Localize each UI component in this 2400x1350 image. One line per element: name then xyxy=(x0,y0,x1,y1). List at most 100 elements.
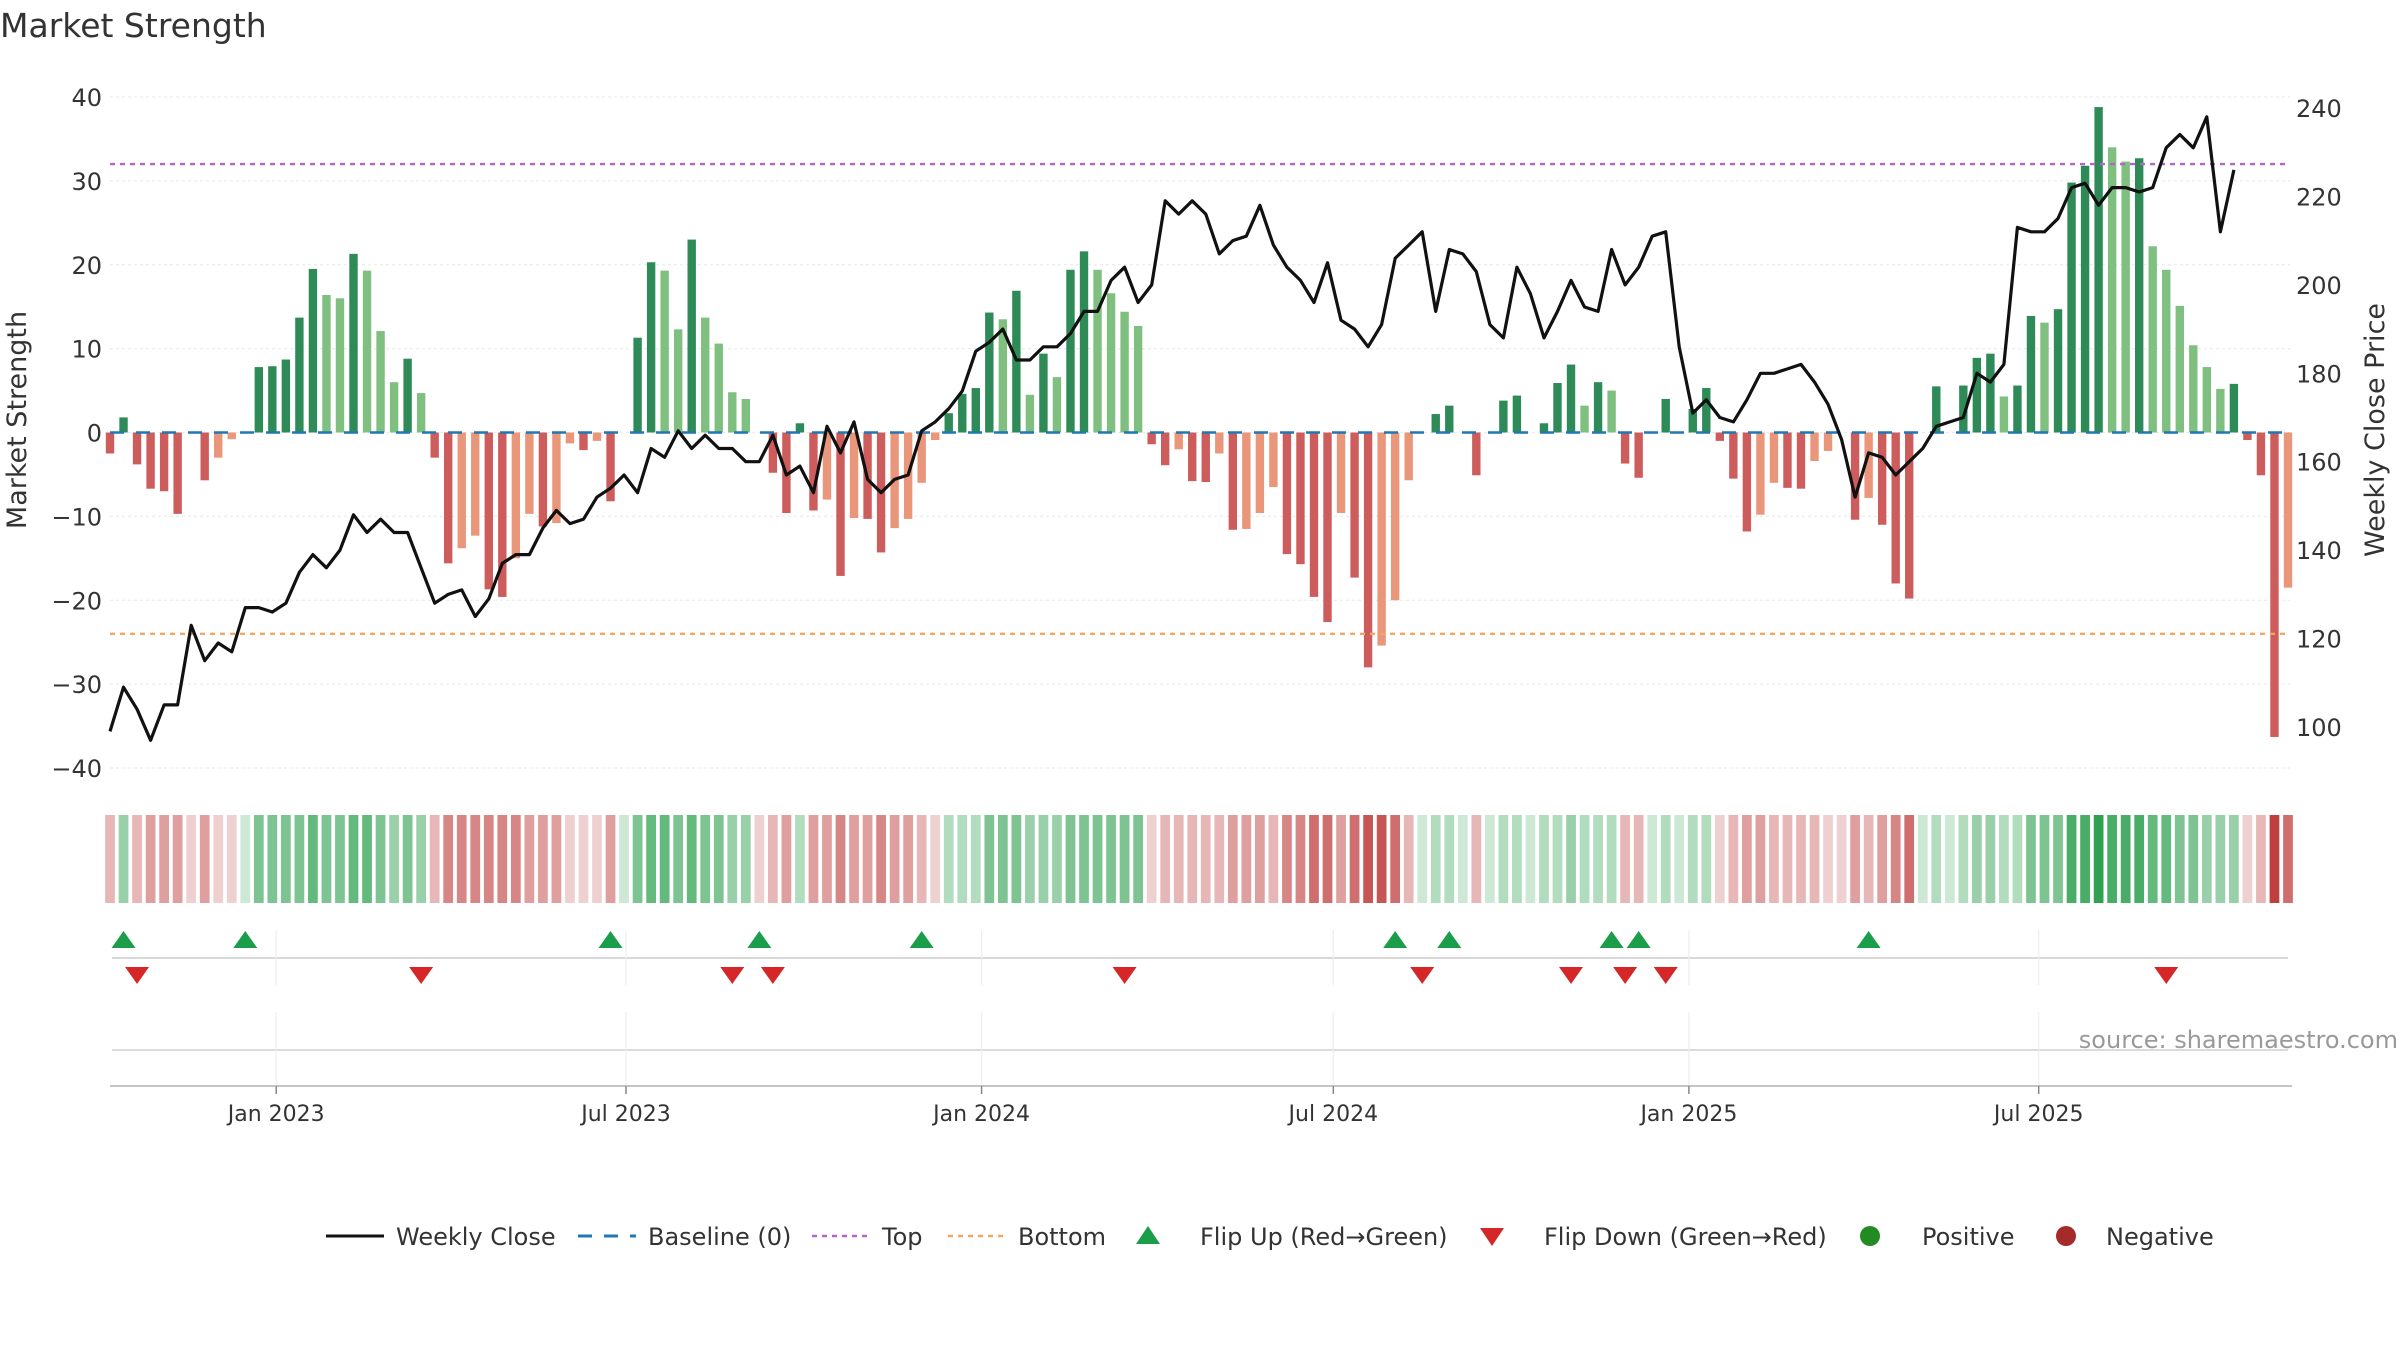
strength-bar xyxy=(254,367,264,433)
heat-cell xyxy=(1877,815,1888,903)
heat-cell xyxy=(2093,815,2104,903)
legend-swatch-flip-down xyxy=(1480,1228,1504,1246)
y2-tick-label: 120 xyxy=(2296,626,2342,654)
strength-bar xyxy=(2134,158,2144,433)
heat-cell xyxy=(186,815,197,903)
y2-axis-ticks: 240 220 200 180 160 140 120 100 xyxy=(2296,95,2342,742)
strength-bar xyxy=(917,432,926,483)
heat-cell xyxy=(538,815,548,903)
strength-bar xyxy=(1986,353,1995,433)
heat-cell xyxy=(253,815,264,903)
y-tick-label: −20 xyxy=(51,587,102,615)
strength-bar xyxy=(1999,396,2009,433)
heat-cell xyxy=(646,815,656,903)
heat-cell xyxy=(1863,815,1874,903)
heat-cell xyxy=(1403,815,1414,903)
heat-cell xyxy=(727,815,738,903)
strength-bar xyxy=(1039,353,1048,433)
strength-bar xyxy=(471,432,480,536)
heat-cell xyxy=(267,815,278,903)
weekly-close-line xyxy=(108,115,2236,742)
strength-bar xyxy=(2080,165,2090,433)
strength-bar xyxy=(362,270,372,433)
heat-cell xyxy=(862,815,873,903)
heat-cell xyxy=(2120,815,2131,903)
heat-cell xyxy=(1471,815,1482,903)
strength-bar xyxy=(1269,432,1278,488)
heat-cell xyxy=(348,815,359,903)
y-tick-label: −40 xyxy=(51,755,102,783)
heat-cell xyxy=(1687,815,1698,903)
heat-cell xyxy=(2269,815,2280,903)
strength-bar xyxy=(525,432,534,514)
reference-lines xyxy=(110,162,2290,635)
strength-bar xyxy=(295,317,304,433)
y2-tick-label: 240 xyxy=(2296,95,2342,123)
flip-up-marker xyxy=(1383,931,1408,948)
heat-cell xyxy=(1904,815,1915,903)
y-axis-ticks: 40 30 20 10 0 −10 −20 −30 −40 xyxy=(51,84,102,783)
strength-bar xyxy=(1702,388,1711,433)
legend-swatch-flip-up xyxy=(1136,1226,1160,1244)
heat-cell xyxy=(1944,815,1955,903)
heat-cell xyxy=(1620,815,1631,903)
heat-cell xyxy=(2012,815,2023,903)
weekly-close-series xyxy=(108,115,2236,742)
heat-cell xyxy=(497,815,508,903)
x-tick-label: Jan 2024 xyxy=(931,1102,1030,1127)
strength-bar xyxy=(606,432,615,502)
y2-tick-label: 140 xyxy=(2296,537,2342,565)
heat-cell xyxy=(1079,815,1089,903)
heat-cell xyxy=(1065,815,1076,903)
heat-cell xyxy=(1363,815,1373,903)
strength-bar xyxy=(1539,423,1549,433)
strength-bar xyxy=(200,432,209,481)
strength-bar xyxy=(1566,364,1576,433)
heat-cell xyxy=(159,815,169,903)
flip-down-marker xyxy=(760,967,785,984)
heat-cell xyxy=(1268,815,1279,903)
strength-bar xyxy=(1255,432,1265,514)
legend: Weekly Close Baseline (0) Top Bottom Flip Up… xyxy=(326,1223,2214,1251)
strength-bar xyxy=(2067,182,2076,433)
y2-axis-label: Weekly Close Price xyxy=(2360,303,2391,557)
heat-cell xyxy=(402,815,413,903)
heat-cell xyxy=(1173,815,1184,903)
heat-cell xyxy=(1038,815,1049,903)
legend-label: Bottom xyxy=(1018,1223,1106,1251)
strength-bar xyxy=(1390,432,1400,601)
heat-cell xyxy=(1498,815,1509,903)
strength-bar xyxy=(146,432,155,489)
strength-bar xyxy=(498,432,507,597)
strength-bar xyxy=(1350,432,1359,578)
strength-bar xyxy=(2216,388,2225,433)
heat-cell xyxy=(889,815,900,903)
heat-cell xyxy=(1187,815,1198,903)
heat-cell xyxy=(2107,815,2118,903)
heat-cell xyxy=(118,815,129,903)
strength-bar xyxy=(1810,432,1819,462)
strength-bar xyxy=(1309,432,1319,597)
heat-cell xyxy=(808,815,819,903)
strength-bar xyxy=(971,388,980,433)
heat-cell xyxy=(483,815,494,903)
legend-label: Top xyxy=(881,1223,923,1251)
x-tick-label: Jul 2024 xyxy=(1287,1102,1379,1127)
legend-label: Negative xyxy=(2106,1223,2214,1251)
strength-bar xyxy=(1932,386,1941,433)
heat-cell xyxy=(700,815,711,903)
heat-cell xyxy=(2283,815,2293,903)
y-axis-label: Market Strength xyxy=(2,311,33,529)
strength-bar xyxy=(538,432,548,527)
heat-cell xyxy=(362,815,372,903)
flip-up-marker xyxy=(1626,931,1651,948)
strength-bar xyxy=(2189,345,2198,433)
strength-bar xyxy=(836,432,845,576)
strength-bar xyxy=(1160,432,1170,466)
strength-bar xyxy=(2162,269,2171,433)
x-axis: Jan 2023 Jul 2023 Jan 2024 Jul 2024 Jan 2025… xyxy=(110,1085,2292,1127)
heat-cell xyxy=(997,815,1008,903)
heat-cell xyxy=(767,815,778,903)
strength-bar xyxy=(2053,309,2063,433)
heat-cell xyxy=(605,815,616,903)
